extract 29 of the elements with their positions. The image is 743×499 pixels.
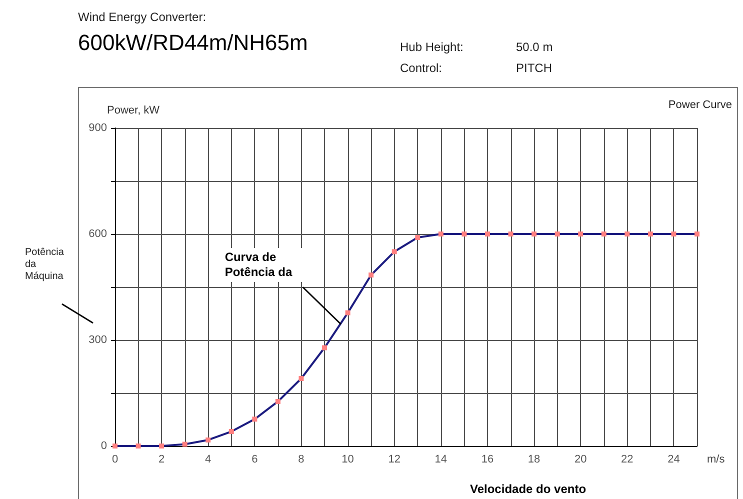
x-tick-label: 18 (528, 454, 540, 466)
x-tick-label: 12 (388, 454, 400, 466)
x-tick-label: 20 (574, 454, 587, 466)
y-tick-label: 0 (100, 440, 107, 452)
x-tick-label: 10 (342, 454, 354, 466)
text: Power Curve (668, 99, 732, 111)
x-tick-label: 24 (668, 454, 680, 466)
text: PITCH (516, 61, 552, 75)
x-tick-label: 0 (112, 454, 118, 466)
x-tick-label: 8 (298, 454, 304, 466)
x-tick-label: 16 (481, 454, 494, 466)
text: Hub Height: (400, 40, 464, 54)
x-tick-label: 14 (434, 454, 448, 466)
y-tick-label: 600 (88, 228, 107, 240)
chart-subtitle: Wind Energy Converter: (78, 10, 206, 24)
x-axis-title: m/s (707, 454, 726, 466)
x-tick-label: 6 (252, 454, 258, 466)
text: 50.0 m (516, 40, 553, 54)
x-tick-label: 4 (205, 454, 212, 466)
annotation: Curva de Potência da (220, 248, 309, 282)
x-tick-label: 22 (621, 454, 634, 466)
text: Velocidade do vento (470, 482, 586, 496)
text: Control: (400, 61, 442, 75)
text: Potência da Máquina (25, 247, 65, 283)
x-tick-label: 2 (158, 454, 165, 466)
y-tick-label: 900 (88, 122, 107, 134)
chart-title: 600kW/RD44m/NH65m (78, 30, 308, 56)
y-tick-label: 300 (88, 334, 107, 346)
y-axis-title: Power, kW (107, 104, 160, 116)
